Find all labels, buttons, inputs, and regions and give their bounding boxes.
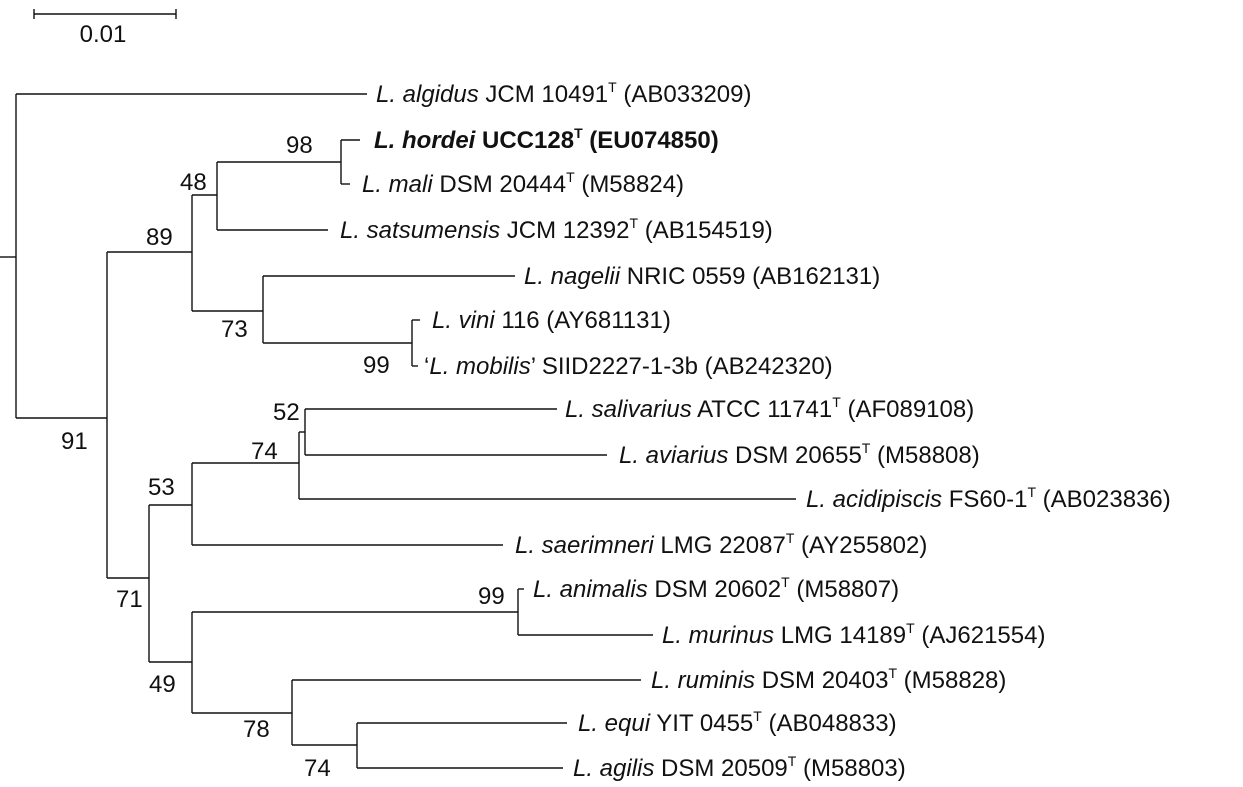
taxon-label: L. salivarius ATCC 11741T (AF089108) [565,394,974,423]
taxon-label: L. animalis DSM 20602T (M58807) [533,574,899,603]
scale-bar: 0.01 [33,9,177,48]
taxon-label: L. murinus LMG 14189T (AJ621554) [662,620,1045,649]
taxon-label: L. agilis DSM 20509T (M58803) [573,753,906,782]
taxon-label: L. satsumensis JCM 12392T (AB154519) [340,215,773,244]
taxon-label: L. ruminis DSM 20403T (M58828) [651,665,1006,694]
taxon-label: L. mali DSM 20444T (M58824) [362,169,684,198]
taxon-label: L. algidus JCM 10491T (AB033209) [376,79,751,108]
taxon-labels: L. algidus JCM 10491T (AB033209) L. hord… [340,79,1171,782]
bootstrap-value: 74 [304,755,331,782]
bootstrap-value: 74 [251,438,278,465]
taxon-label: L. vini 116 (AY681131) [432,307,671,334]
bootstrap-value: 99 [478,583,505,610]
taxon-label: L. saerimneri LMG 22087T (AY255802) [515,530,927,559]
scale-bar-label: 0.01 [80,21,127,48]
taxon-label: L. aviarius DSM 20655T (M58808) [619,440,980,469]
bootstrap-value: 52 [273,399,300,426]
bootstrap-value: 98 [286,132,313,159]
taxon-label: ‘L. mobilis’ SIID2227-1-3b (AB242320) [424,353,833,380]
bootstrap-value: 73 [221,316,248,343]
bootstrap-value: 53 [148,474,175,501]
taxon-label: L. acidipiscis FS60-1T (AB023836) [806,484,1171,513]
bootstrap-value: 89 [146,224,173,251]
bootstrap-value: 71 [116,586,143,613]
bootstrap-value: 91 [61,428,88,455]
taxon-label-highlighted: L. hordei UCC128T (EU074850) [374,125,719,154]
bootstrap-value: 99 [363,352,390,379]
tree-branches [0,93,796,769]
taxon-label: L. equi YIT 0455T (AB048833) [578,708,897,737]
bootstrap-value: 78 [243,716,270,743]
taxon-label: L. nagelii NRIC 0559 (AB162131) [524,263,880,290]
bootstrap-value: 48 [180,169,207,196]
bootstrap-values: 98 48 89 73 99 52 91 74 53 71 99 49 78 7… [61,132,505,782]
bootstrap-value: 49 [149,671,176,698]
